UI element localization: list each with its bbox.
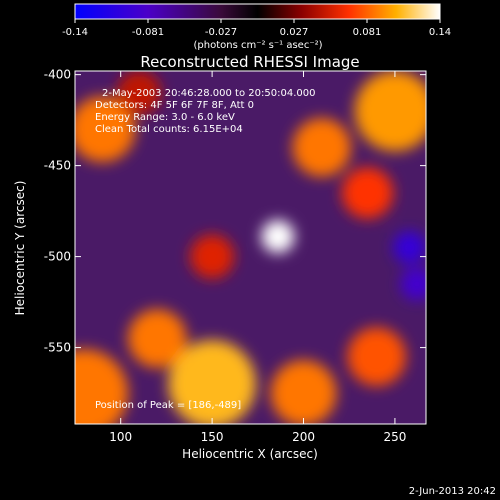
colorbar-unit-label: (photons cm⁻² s⁻¹ asec⁻²) (193, 40, 322, 51)
footer-timestamp: 2-Jun-2013 20:42 (409, 486, 496, 497)
emission-blob-8 (270, 360, 337, 424)
annotation-block: 2-May-2003 20:46:28.000 to 20:50:04.000 … (95, 88, 315, 135)
x-axis-label: Heliocentric X (arcsec) (182, 447, 318, 461)
annotation-counts: Clean Total counts: 6.15E+04 (95, 124, 243, 135)
colorbar-tick-label: 0.081 (353, 27, 382, 38)
annotation-time: 2-May-2003 20:46:28.000 to 20:50:04.000 (102, 88, 315, 99)
y-tick-label: -500 (44, 250, 71, 264)
plot-frame (74, 70, 427, 425)
emission-blob-7 (128, 309, 187, 368)
emission-blob-3 (341, 167, 394, 219)
x-tick-label: 250 (383, 430, 406, 444)
colorbar: -0.14 -0.081 -0.027 0.027 0.081 0.14 (photons… (62, 3, 451, 51)
emission-blob-13 (400, 267, 426, 301)
y-tick-label: -450 (44, 159, 71, 173)
x-tick-label: 150 (201, 430, 224, 444)
colorbar-tick-label: -0.027 (205, 27, 237, 38)
colorbar-tick-label: 0.027 (280, 27, 309, 38)
emission-blob-12 (393, 231, 426, 264)
annotation-energy: Energy Range: 3.0 - 6.0 keV (95, 112, 235, 123)
annotation-detectors: Detectors: 4F 5F 6F 7F 8F, Att 0 (95, 100, 254, 111)
emission-blob-4 (75, 96, 136, 163)
x-tick-label: 200 (292, 430, 315, 444)
y-tick-label: -400 (44, 68, 71, 82)
colorbar-tick-label: 0.14 (429, 27, 451, 38)
emission-blob-6 (168, 340, 256, 424)
colorbar-tick-label: -0.081 (132, 27, 164, 38)
emission-blob-10 (190, 234, 235, 279)
colorbar-gradient (74, 3, 441, 20)
emission-blob-1 (292, 118, 352, 177)
emission-blob-0 (261, 220, 295, 254)
emission-blob-9 (347, 327, 406, 386)
colorbar-ticks: -0.14 -0.081 -0.027 0.027 0.081 0.14 (62, 19, 451, 38)
axis-ticks: 100 150 200 250 -400 -450 -500 -550 (44, 68, 426, 444)
chart-title: Reconstructed RHESSI Image (140, 53, 359, 71)
emission-blob-11 (117, 71, 161, 115)
emission-blob-2 (354, 71, 426, 152)
emission-blob-5 (75, 349, 129, 424)
image-plot: 100 150 200 250 -400 -450 -500 -550 2-May-2003 … (44, 68, 427, 444)
y-axis-label: Heliocentric Y (arcsec) (13, 181, 27, 316)
emission-features (75, 71, 426, 424)
y-tick-label: -550 (44, 341, 71, 355)
x-tick-label: 100 (109, 430, 132, 444)
peak-position-label: Position of Peak = [186,-489] (95, 400, 241, 411)
colorbar-tick-label: -0.14 (62, 27, 88, 38)
